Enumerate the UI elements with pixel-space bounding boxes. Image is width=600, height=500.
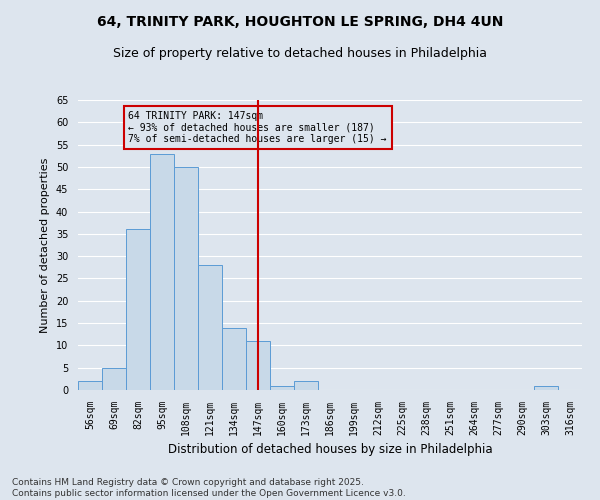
Bar [246, 341, 270, 390]
Text: 64 TRINITY PARK: 147sqm
← 93% of detached houses are smaller (187)
7% of semi-de: 64 TRINITY PARK: 147sqm ← 93% of detache… [128, 111, 387, 144]
Bar [78, 381, 102, 390]
Bar [150, 154, 174, 390]
Bar [534, 386, 558, 390]
X-axis label: Distribution of detached houses by size in Philadelphia: Distribution of detached houses by size … [167, 444, 493, 456]
Y-axis label: Number of detached properties: Number of detached properties [40, 158, 50, 332]
Bar [294, 381, 318, 390]
Bar [102, 368, 126, 390]
Bar [270, 386, 294, 390]
Text: Contains HM Land Registry data © Crown copyright and database right 2025.
Contai: Contains HM Land Registry data © Crown c… [12, 478, 406, 498]
Bar [198, 265, 222, 390]
Text: Size of property relative to detached houses in Philadelphia: Size of property relative to detached ho… [113, 48, 487, 60]
Text: 64, TRINITY PARK, HOUGHTON LE SPRING, DH4 4UN: 64, TRINITY PARK, HOUGHTON LE SPRING, DH… [97, 15, 503, 29]
Bar [126, 230, 150, 390]
Bar [222, 328, 246, 390]
Bar [174, 167, 198, 390]
